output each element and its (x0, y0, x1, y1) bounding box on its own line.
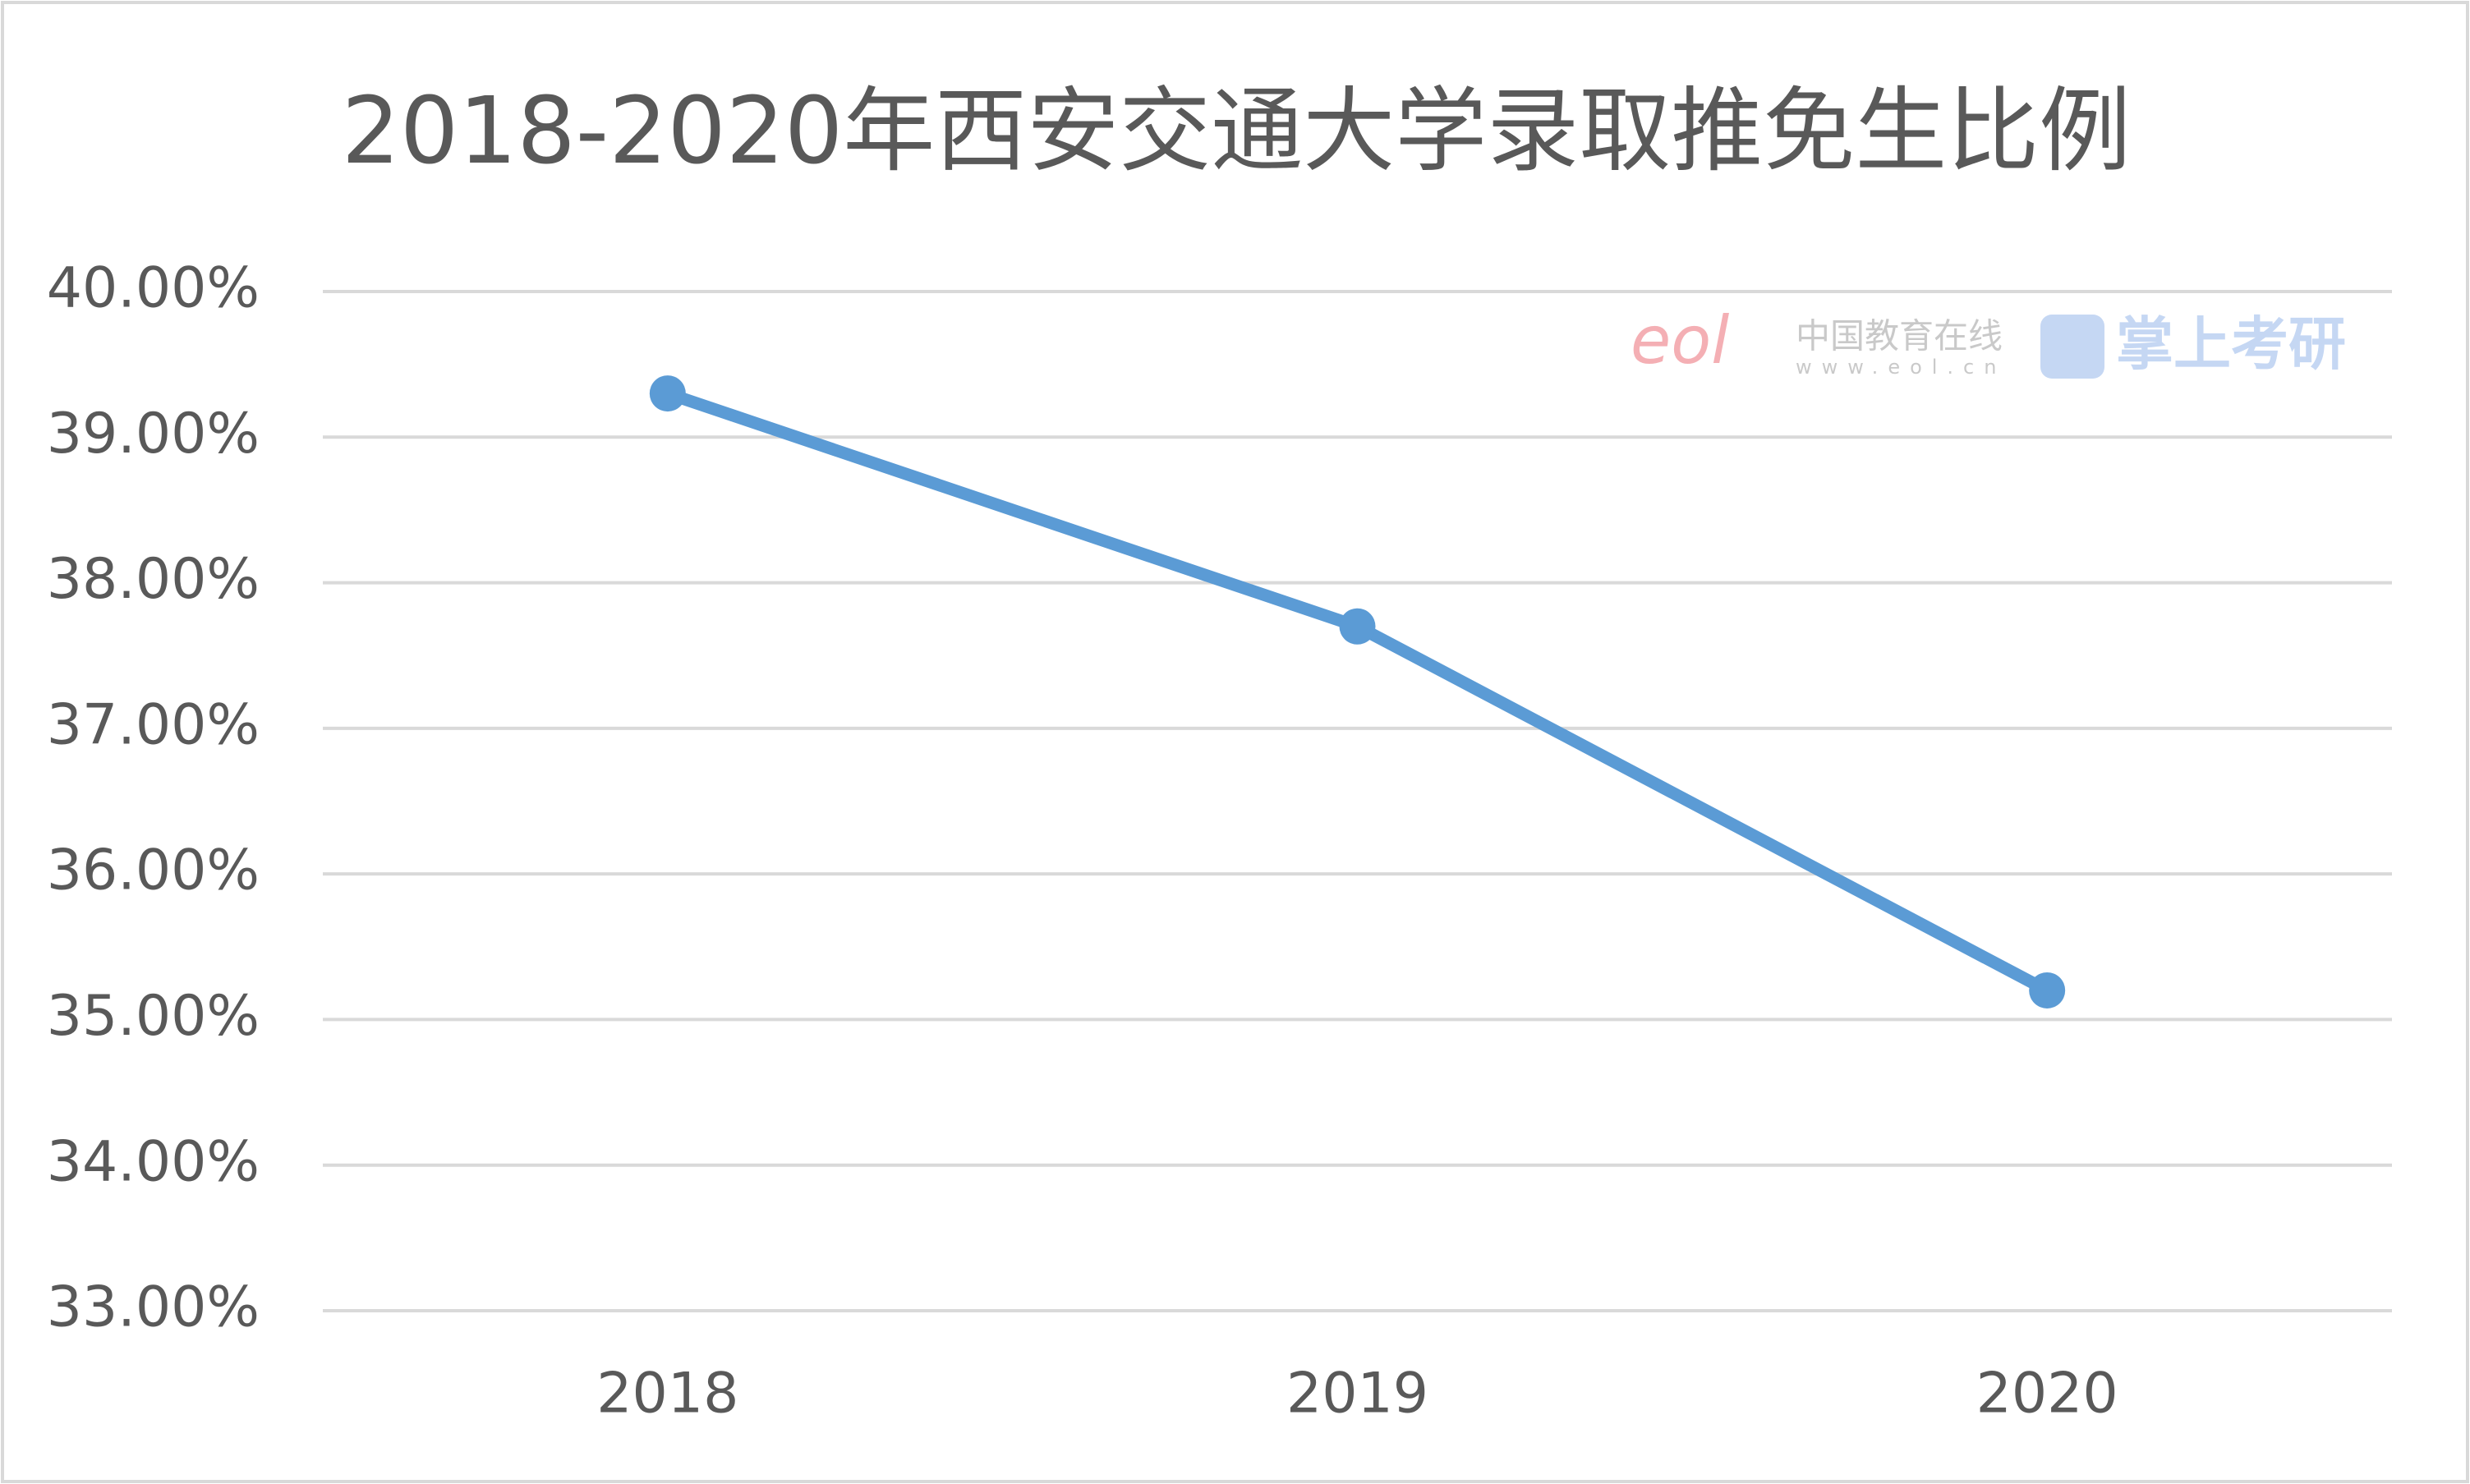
x-tick-label: 2020 (1976, 1362, 2118, 1427)
y-tick-label: 37.00% (47, 692, 260, 757)
watermark-text: 中国教育在线 (1796, 316, 2003, 356)
x-tick-label: 2019 (1286, 1362, 1428, 1427)
marker (649, 375, 686, 412)
y-tick-label: 35.00% (47, 984, 260, 1049)
watermark-brand: 掌上考研 (2116, 310, 2346, 378)
x-tick-label: 2018 (596, 1362, 738, 1427)
y-tick-label: 34.00% (47, 1129, 260, 1194)
marker (2029, 972, 2066, 1008)
y-tick-label: 40.00% (47, 256, 260, 321)
chart-title: 2018-2020年西安交通大学录取推免生比例 (342, 78, 2131, 185)
watermark-logo: eol (1631, 302, 1729, 379)
marker (1339, 608, 1376, 645)
watermark-icon (2040, 315, 2104, 379)
watermark-url: www.eol.cn (1796, 356, 2006, 379)
y-tick-label: 36.00% (47, 838, 260, 903)
watermark: eol 中国教育在线 www.eol.cn 掌上考研 (1631, 302, 2346, 379)
y-tick-label: 39.00% (47, 402, 260, 466)
y-tick-label: 38.00% (47, 547, 260, 612)
y-tick-label: 33.00% (47, 1275, 260, 1340)
